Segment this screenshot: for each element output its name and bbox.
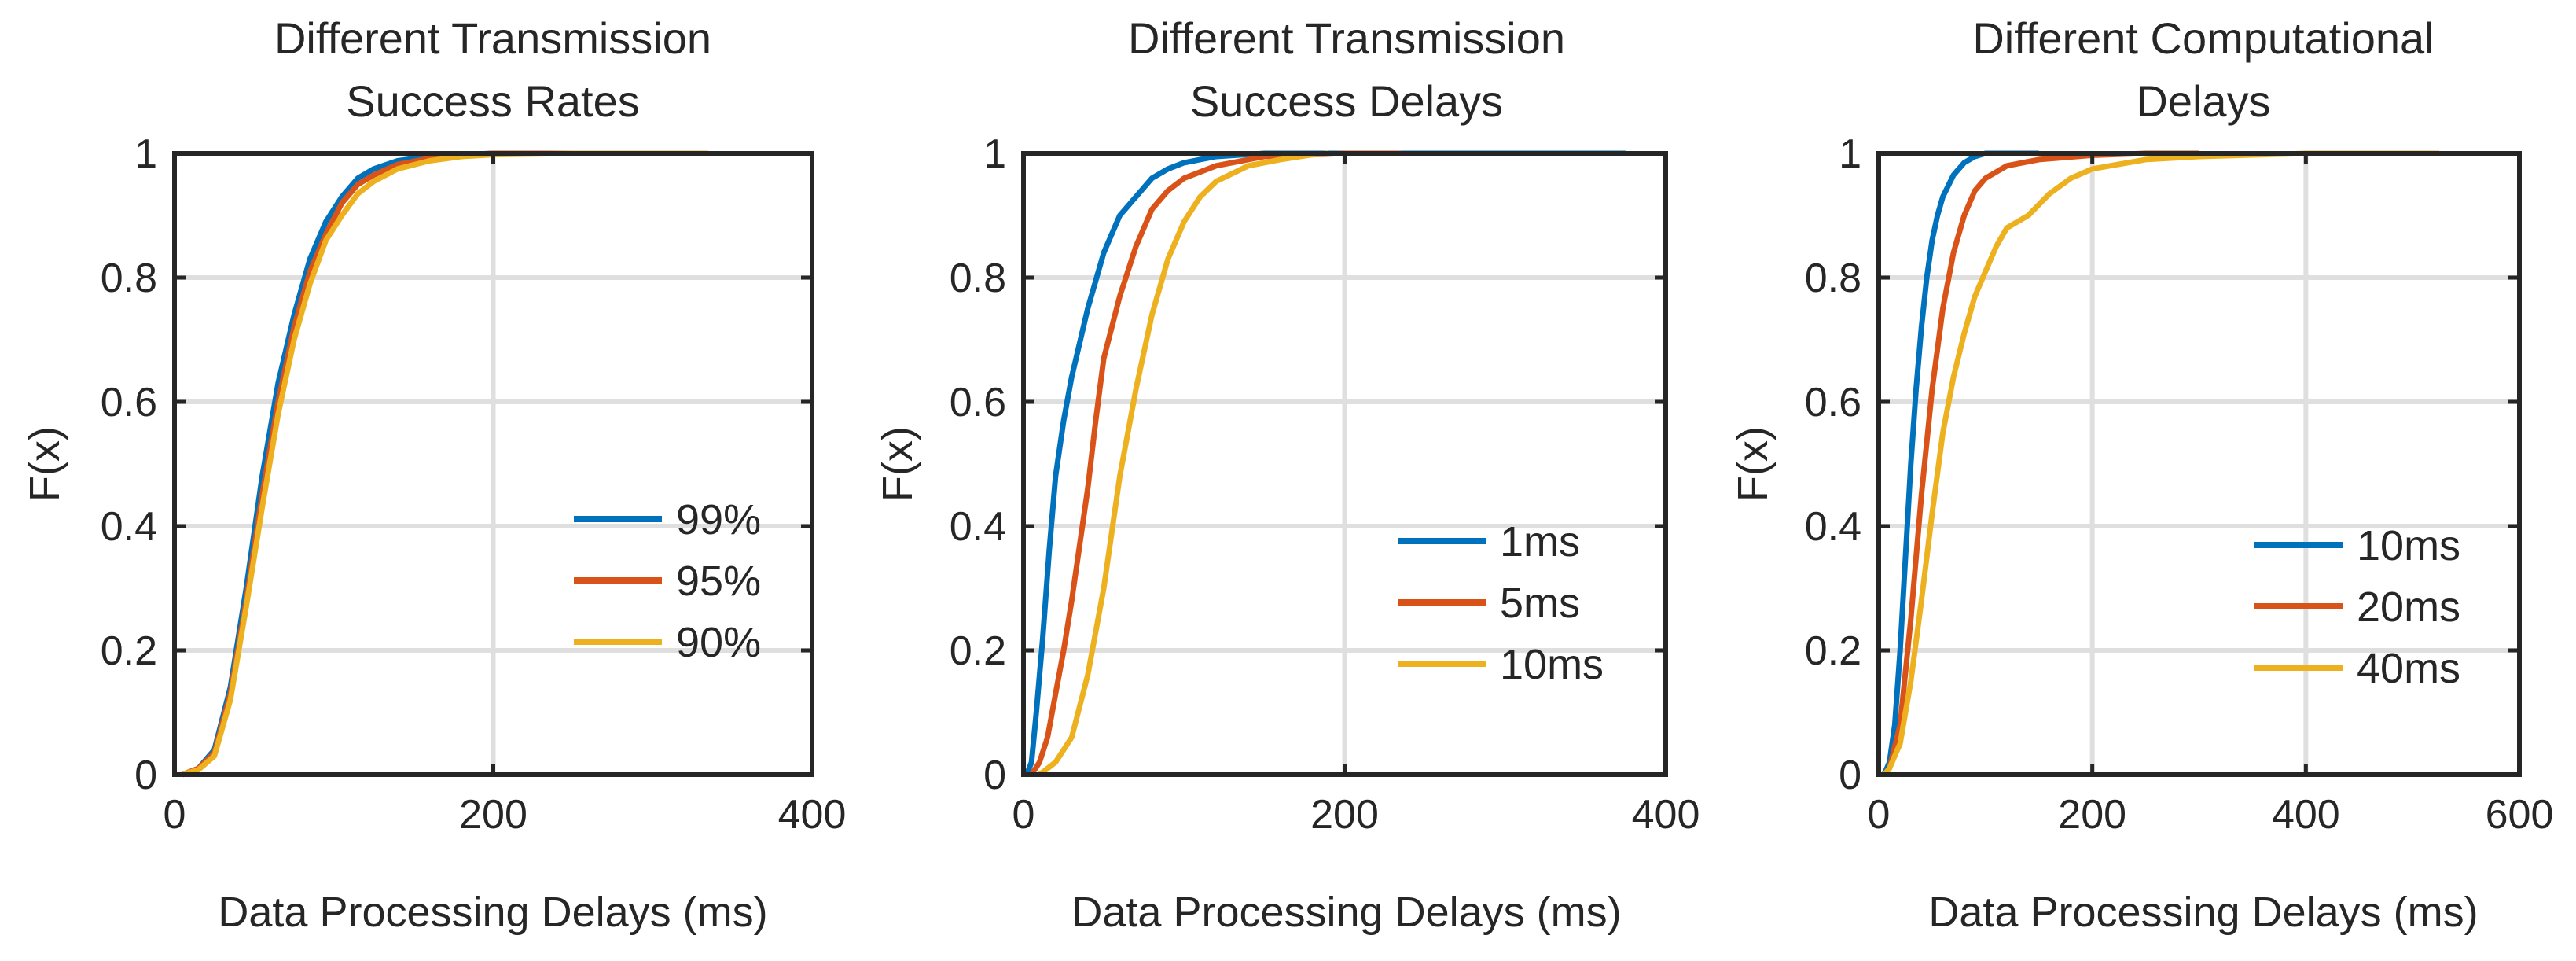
chart-title-line: Delays bbox=[2136, 76, 2270, 126]
y-tick-label: 0.6 bbox=[950, 380, 1006, 425]
y-tick-label: 1 bbox=[983, 131, 1006, 177]
x-tick-label: 0 bbox=[1012, 792, 1035, 838]
y-tick-label: 0 bbox=[983, 753, 1006, 798]
series-line-5ms bbox=[1029, 150, 1401, 776]
y-axis-label: F(x) bbox=[1729, 426, 1777, 502]
series-line-20ms bbox=[1882, 150, 2199, 777]
x-axis-label: Data Processing Delays (ms) bbox=[218, 889, 767, 936]
y-tick-label: 1 bbox=[1839, 131, 1861, 177]
x-tick-label: 200 bbox=[2058, 792, 2126, 838]
y-tick-label: 0.6 bbox=[101, 380, 157, 425]
legend-label: 90% bbox=[676, 619, 761, 666]
x-tick-label: 400 bbox=[778, 792, 847, 838]
x-tick-label: 400 bbox=[1632, 792, 1700, 838]
y-tick-label: 0 bbox=[1839, 753, 1861, 798]
legend-label: 5ms bbox=[1500, 580, 1580, 627]
x-axis-label: Data Processing Delays (ms) bbox=[1928, 889, 2478, 936]
y-tick-label: 0.2 bbox=[1805, 628, 1861, 674]
chart-panel-transmission-success-delays: 0 0.2 0.4 0.6 0.8 1 0 200 400 Different Transmiss… bbox=[874, 13, 1700, 936]
legend: 99% 95% 90% bbox=[574, 496, 761, 666]
y-tick-label: 0.6 bbox=[1805, 380, 1861, 425]
legend-label: 20ms bbox=[2357, 584, 2460, 631]
y-tick-label: 0.8 bbox=[950, 256, 1006, 301]
series-line-10ms bbox=[1881, 150, 2039, 776]
y-axis-label: F(x) bbox=[21, 426, 68, 502]
legend: 10ms 20ms 40ms bbox=[2254, 522, 2460, 692]
x-axis-label: Data Processing Delays (ms) bbox=[1071, 889, 1621, 936]
x-tick-label: 600 bbox=[2486, 792, 2554, 838]
x-tick-label: 200 bbox=[1310, 792, 1379, 838]
chart-title-line: Different Transmission bbox=[1128, 13, 1565, 63]
chart-title-line: Different Transmission bbox=[274, 13, 711, 63]
x-tick-label: 0 bbox=[164, 792, 186, 838]
series-line-40ms bbox=[1882, 150, 2440, 777]
y-tick-label: 0.8 bbox=[101, 256, 157, 301]
y-tick-label: 0.4 bbox=[101, 504, 157, 550]
plot-area bbox=[1879, 153, 2519, 775]
y-tick-label: 0.8 bbox=[1805, 256, 1861, 301]
y-tick-label: 0.4 bbox=[950, 504, 1006, 550]
legend-label: 1ms bbox=[1500, 518, 1580, 565]
legend-label: 10ms bbox=[2357, 522, 2460, 569]
legend-label: 99% bbox=[676, 496, 761, 543]
legend-label: 95% bbox=[676, 558, 761, 605]
x-tick-label: 200 bbox=[459, 792, 527, 838]
chart-title-line: Success Rates bbox=[346, 76, 640, 126]
legend: 1ms 5ms 10ms bbox=[1398, 518, 1604, 688]
y-tick-label: 0.4 bbox=[1805, 504, 1861, 550]
x-tick-label: 0 bbox=[1868, 792, 1891, 838]
chart-title-line: Different Computational bbox=[1972, 13, 2434, 63]
chart-title-line: Success Delays bbox=[1190, 76, 1503, 126]
chart-panel-transmission-success-rates: 0 0.2 0.4 0.6 0.8 1 0 200 400 Different Transmiss… bbox=[21, 13, 846, 936]
y-tick-label: 0.2 bbox=[950, 628, 1006, 674]
x-tick-label: 400 bbox=[2272, 792, 2340, 838]
axes-box bbox=[1876, 151, 2522, 777]
legend-label: 10ms bbox=[1500, 641, 1604, 688]
y-tick-label: 0 bbox=[134, 753, 157, 798]
series-line-10ms bbox=[1038, 150, 1329, 777]
y-axis-label: F(x) bbox=[874, 426, 921, 502]
chart-panel-computational-delays: 0 0.2 0.4 0.6 0.8 1 0 200 400 600 Different Comput… bbox=[1729, 13, 2553, 936]
legend-label: 40ms bbox=[2357, 645, 2460, 692]
y-tick-label: 1 bbox=[134, 131, 157, 177]
y-tick-label: 0.2 bbox=[101, 628, 157, 674]
